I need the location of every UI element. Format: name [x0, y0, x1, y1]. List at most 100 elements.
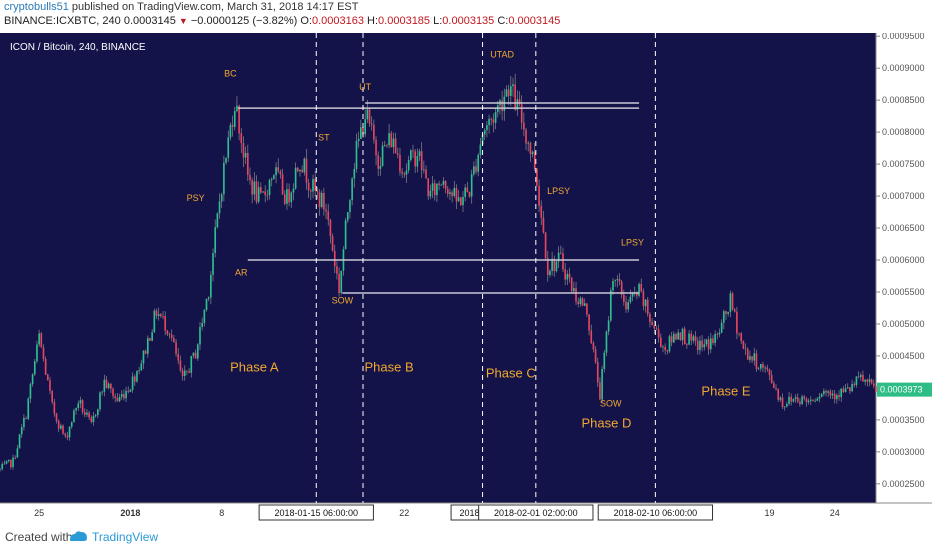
candle	[657, 329, 660, 338]
author-link[interactable]: cryptobulls51	[4, 1, 69, 13]
candle	[551, 258, 553, 271]
candle	[636, 292, 638, 296]
candle	[677, 332, 680, 340]
candle	[53, 401, 56, 414]
candle	[412, 150, 414, 152]
candle	[490, 118, 493, 120]
candle	[462, 196, 464, 206]
candle	[25, 417, 27, 419]
candle	[757, 368, 760, 370]
candle	[14, 457, 17, 459]
candle	[820, 394, 823, 397]
candle	[349, 200, 351, 213]
candle	[538, 185, 540, 206]
candle	[170, 334, 173, 339]
candle	[668, 336, 671, 352]
candle	[288, 189, 290, 203]
candle	[816, 398, 819, 401]
candle	[438, 183, 440, 186]
candle	[77, 403, 80, 409]
candle	[346, 212, 349, 221]
candle	[777, 389, 780, 400]
candle	[388, 133, 390, 146]
candle	[296, 167, 299, 172]
candle	[612, 281, 614, 291]
candle	[559, 252, 562, 254]
candle	[262, 191, 264, 193]
candle	[105, 379, 108, 389]
candle	[488, 118, 490, 126]
candle	[859, 374, 862, 378]
candle	[451, 192, 453, 196]
candle	[394, 138, 397, 154]
candle	[642, 291, 645, 307]
candle	[662, 346, 664, 348]
candle	[712, 338, 714, 343]
candle	[623, 294, 625, 303]
candle	[457, 197, 460, 202]
candle	[386, 145, 388, 147]
candle	[240, 133, 243, 144]
candle	[60, 425, 62, 429]
candle	[166, 330, 169, 335]
candle	[62, 425, 64, 434]
candle	[459, 197, 462, 206]
candle	[751, 356, 753, 361]
candle	[249, 174, 251, 181]
candle	[216, 213, 219, 228]
candle	[229, 124, 232, 138]
candle	[225, 157, 227, 163]
candle	[123, 394, 125, 399]
time-label: 2018-02-10 06:00:00	[614, 508, 698, 518]
candle	[323, 192, 325, 210]
candle	[825, 390, 827, 393]
time-label-box	[597, 504, 714, 521]
candle	[853, 383, 856, 386]
candle	[177, 353, 180, 361]
candle	[64, 433, 67, 436]
candle	[257, 187, 260, 202]
candle	[29, 384, 32, 399]
candle	[27, 398, 30, 419]
y-tick-label: 0.0006000	[882, 255, 925, 265]
tradingview-link[interactable]: TradingView	[92, 530, 159, 544]
candle	[18, 434, 21, 449]
tradingview-logo-icon[interactable]	[69, 529, 89, 543]
candle	[199, 326, 201, 345]
candle	[20, 427, 23, 435]
candle	[573, 288, 575, 292]
candle	[475, 166, 477, 172]
candle	[375, 139, 377, 156]
candle	[86, 412, 88, 415]
candle	[66, 435, 69, 438]
candle	[79, 400, 82, 404]
candle	[479, 144, 482, 155]
candle	[844, 388, 847, 393]
candle	[631, 293, 634, 297]
candle	[736, 311, 738, 334]
candle	[320, 192, 323, 208]
candle	[620, 281, 623, 295]
candle	[527, 142, 530, 144]
candle	[357, 138, 360, 142]
y-tick-label: 0.0003000	[882, 447, 925, 457]
candle	[162, 315, 164, 317]
candle	[786, 403, 788, 407]
candle	[157, 314, 160, 316]
candle	[366, 109, 369, 120]
chart-annotation: SOW	[600, 398, 622, 408]
candle	[427, 178, 430, 197]
candle	[746, 349, 749, 360]
candle	[851, 383, 853, 392]
candle	[707, 339, 710, 350]
candle	[414, 151, 417, 167]
candle	[81, 400, 84, 413]
candle	[714, 333, 716, 343]
candle	[44, 358, 47, 375]
candle	[823, 390, 825, 395]
candle	[220, 194, 223, 202]
candle	[738, 333, 740, 335]
price-chart[interactable]: 0.00025000.00030000.00035000.00040000.00…	[0, 33, 932, 522]
candle	[555, 261, 558, 272]
high-label: H:	[367, 15, 379, 27]
